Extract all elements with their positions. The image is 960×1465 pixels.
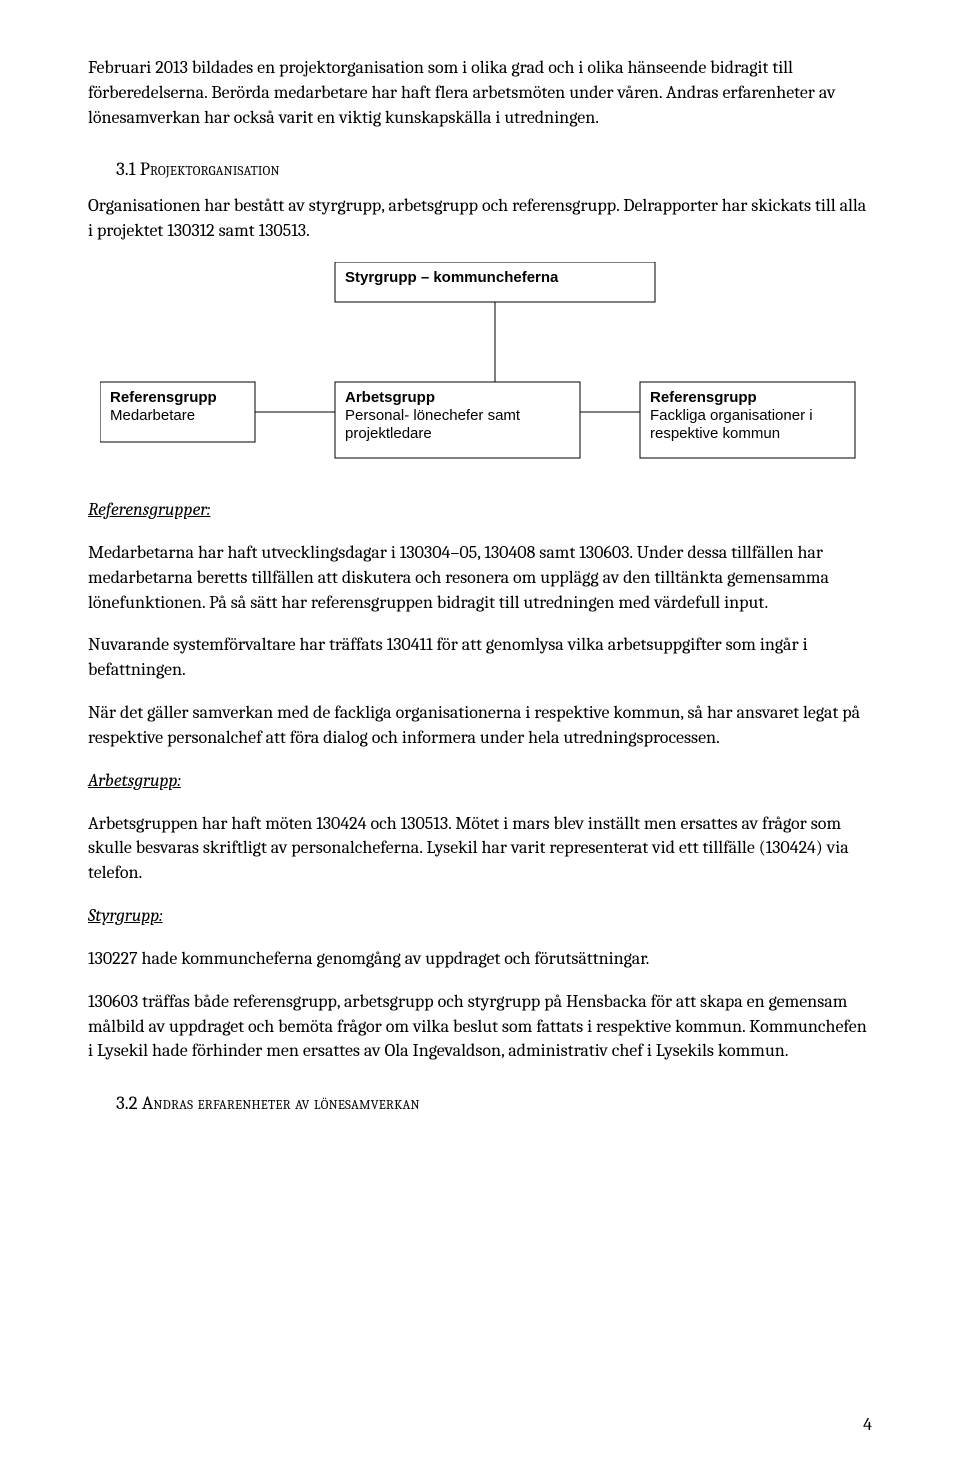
page-number: 4 bbox=[863, 1414, 872, 1435]
arbetsgrupp-heading: Arbetsgrupp: bbox=[88, 769, 872, 794]
org-chart-node-body: respektive kommun bbox=[650, 425, 780, 442]
org-chart-node-body: Medarbetare bbox=[110, 407, 195, 424]
heading-3-2: 3.2 Andras erfarenheter av lönesamverkan bbox=[116, 1092, 872, 1114]
org-chart-node-title: Referensgrupp bbox=[650, 389, 757, 406]
intro-paragraph-2: Organisationen har bestått av styrgrupp,… bbox=[88, 194, 872, 244]
heading-3-2-number: 3.2 bbox=[116, 1092, 142, 1114]
org-chart-node-left: ReferensgruppMedarbetare bbox=[100, 382, 255, 442]
org-chart-node-mid: ArbetsgruppPersonal- lönechefer samtproj… bbox=[335, 382, 580, 458]
arb-paragraph: Arbetsgruppen har haft möten 130424 och … bbox=[88, 812, 872, 886]
styrgrupp-heading-text: Styrgrupp: bbox=[88, 905, 163, 926]
heading-3-1: 3.1 Projektorganisation bbox=[116, 158, 872, 180]
intro-paragraph-1: Februari 2013 bildades en projektorganis… bbox=[88, 56, 872, 130]
org-chart-node-title: Arbetsgrupp bbox=[345, 389, 435, 406]
ref-paragraph-2: Nuvarande systemförvaltare har träffats … bbox=[88, 633, 872, 683]
org-chart-node-body: projektledare bbox=[345, 425, 432, 442]
sty-paragraph-2: 130603 träffas både referensgrupp, arbet… bbox=[88, 990, 872, 1064]
arbetsgrupp-heading-text: Arbetsgrupp: bbox=[88, 770, 181, 791]
org-chart-node-right: ReferensgruppFackliga organisationer ire… bbox=[640, 382, 855, 458]
heading-3-2-title: Andras erfarenheter av lönesamverkan bbox=[142, 1092, 420, 1114]
referensgrupper-heading: Referensgrupper: bbox=[88, 498, 872, 523]
org-chart-node-top: Styrgrupp – kommuncheferna bbox=[335, 262, 655, 302]
org-chart-node-body: Personal- lönechefer samt bbox=[345, 407, 521, 424]
sty-paragraph-1: 130227 hade kommuncheferna genomgång av … bbox=[88, 947, 872, 972]
org-chart: Styrgrupp – kommunchefernaReferensgruppM… bbox=[88, 262, 872, 472]
org-chart-node-title: Referensgrupp bbox=[110, 389, 217, 406]
heading-3-1-number: 3.1 bbox=[116, 158, 140, 180]
ref-paragraph-3: När det gäller samverkan med de fackliga… bbox=[88, 701, 872, 751]
styrgrupp-heading: Styrgrupp: bbox=[88, 904, 872, 929]
heading-3-1-title: Projektorganisation bbox=[140, 158, 280, 180]
referensgrupper-heading-text: Referensgrupper: bbox=[88, 499, 210, 520]
ref-paragraph-1: Medarbetarna har haft utvecklingsdagar i… bbox=[88, 541, 872, 615]
org-chart-node-body: Fackliga organisationer i bbox=[650, 407, 813, 424]
org-chart-node-title: Styrgrupp – kommuncheferna bbox=[345, 269, 559, 286]
